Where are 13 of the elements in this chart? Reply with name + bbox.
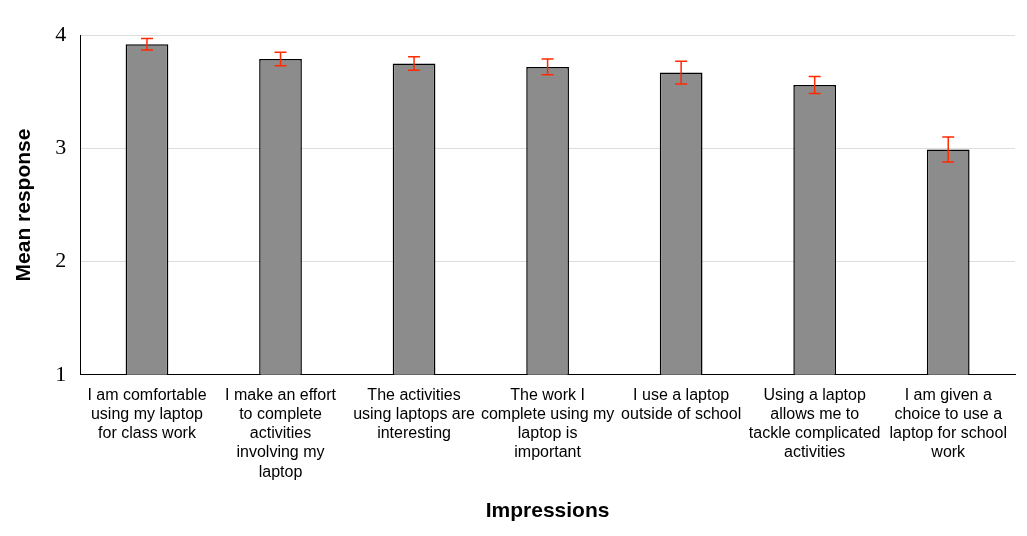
x-tick-label: The activities using laptops are interesting [353, 385, 476, 442]
y-tick-label: 4 [55, 20, 67, 46]
x-tick-label: I am comfortable using my laptop for class work [87, 385, 207, 442]
x-tick-label: I am given a choice to use a laptop for school work [889, 385, 1007, 461]
y-axis-title: Mean response [11, 128, 35, 282]
x-tick-label: Using a laptop allows me to tackle complicated activities [748, 385, 881, 461]
y-tick-label: 1 [55, 360, 67, 386]
x-tick-label: The work I complete using my laptop is important [480, 385, 615, 461]
y-tick-label: 2 [55, 247, 67, 273]
x-axis-title: Impressions [485, 498, 610, 522]
y-tick-label: 3 [55, 134, 67, 160]
x-tick-label: I use a laptop outside of school [621, 385, 742, 423]
x-tick-label: I make an effort to complete activities involving my laptop [225, 385, 337, 480]
